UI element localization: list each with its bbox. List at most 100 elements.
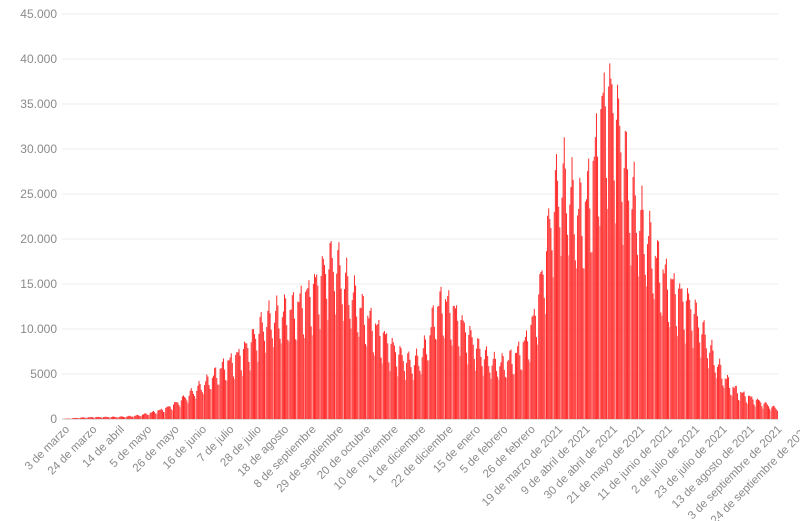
bar	[80, 417, 82, 419]
bar	[329, 243, 331, 419]
bar	[88, 417, 90, 419]
bar	[134, 415, 136, 419]
bar	[353, 275, 355, 419]
bar	[496, 371, 498, 419]
bar	[279, 338, 281, 419]
bar	[625, 131, 627, 419]
bar	[179, 407, 181, 419]
bar	[100, 417, 102, 419]
bar	[148, 414, 150, 419]
bar	[294, 318, 296, 419]
bar	[130, 416, 132, 419]
bar	[228, 360, 230, 419]
bar	[90, 417, 92, 419]
bar	[412, 380, 414, 419]
bar	[377, 323, 379, 419]
bar	[417, 355, 419, 419]
bar	[178, 405, 180, 419]
bar	[420, 374, 422, 419]
bar	[341, 304, 343, 419]
bar	[316, 274, 318, 419]
bar	[236, 352, 238, 419]
bar	[712, 350, 714, 419]
bar	[368, 318, 370, 419]
bar	[194, 396, 196, 419]
bar	[483, 359, 485, 419]
bar	[235, 354, 237, 419]
bar	[311, 335, 313, 419]
bar	[614, 223, 616, 419]
bar	[647, 244, 649, 419]
bar	[578, 208, 580, 419]
bar	[247, 348, 249, 419]
bar	[215, 367, 217, 419]
bar	[703, 320, 705, 419]
bar	[301, 308, 303, 419]
bar	[381, 363, 383, 419]
bar	[67, 418, 69, 419]
y-tick-label: 20.000	[20, 232, 57, 246]
bar	[326, 298, 328, 419]
bar	[81, 417, 83, 419]
bar	[96, 416, 98, 419]
bar	[103, 417, 105, 419]
bar	[107, 417, 109, 419]
bar	[227, 360, 229, 419]
bar	[477, 338, 479, 419]
bar	[570, 187, 572, 419]
bar	[476, 348, 478, 419]
bar	[545, 251, 547, 419]
bar	[633, 161, 635, 419]
bar	[333, 291, 335, 419]
bar	[701, 334, 703, 419]
bar	[241, 375, 243, 419]
bar	[682, 301, 684, 419]
bar	[497, 376, 499, 419]
y-tick-label: 30.000	[20, 142, 57, 156]
bar	[559, 227, 561, 419]
bar	[766, 404, 768, 419]
bar	[649, 210, 651, 419]
bar	[415, 355, 416, 419]
bar	[760, 402, 762, 419]
bar	[184, 396, 186, 419]
bar	[770, 410, 772, 419]
bar	[746, 403, 748, 419]
bar	[742, 392, 744, 419]
bar	[533, 308, 535, 419]
bar	[251, 329, 253, 419]
bar	[204, 385, 206, 419]
bar	[639, 230, 641, 419]
bar	[289, 310, 291, 419]
bar	[568, 255, 570, 419]
bar	[261, 322, 263, 419]
bar	[343, 289, 345, 419]
bar	[378, 320, 380, 419]
bar	[174, 402, 176, 419]
bar	[89, 417, 91, 419]
bar	[150, 412, 152, 419]
bar	[432, 305, 434, 419]
bar	[537, 344, 539, 419]
bar	[339, 265, 341, 419]
bar	[222, 358, 224, 419]
bar	[723, 388, 725, 419]
bar	[375, 323, 377, 419]
bar	[735, 385, 737, 419]
bar	[299, 293, 301, 419]
bar	[622, 244, 624, 419]
bar	[710, 345, 712, 419]
bar	[514, 352, 516, 419]
bar	[323, 265, 325, 419]
bar	[187, 403, 189, 419]
bar	[219, 368, 221, 419]
bar	[460, 319, 462, 419]
bar	[145, 413, 147, 419]
bar	[569, 204, 571, 419]
bar	[536, 337, 537, 419]
bar	[773, 405, 775, 419]
bar	[755, 399, 757, 419]
bar	[708, 368, 710, 419]
y-tick-label: 35.000	[20, 97, 57, 111]
bar	[421, 357, 423, 419]
